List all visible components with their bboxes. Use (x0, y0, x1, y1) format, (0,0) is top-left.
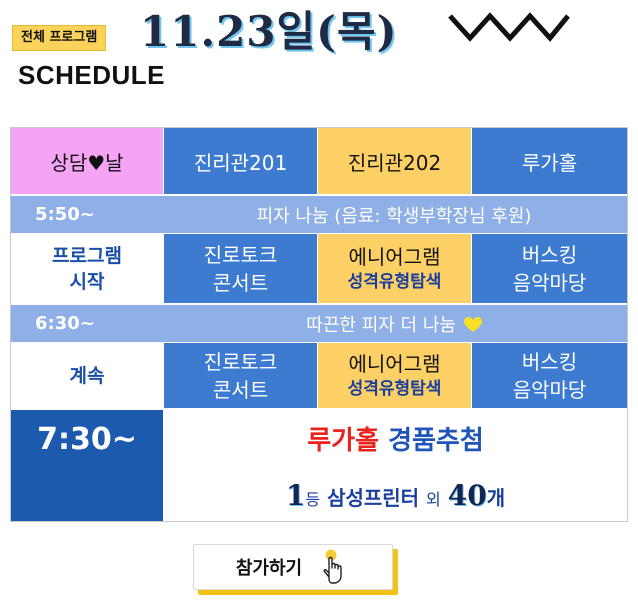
prize-time-cell: 7:30~ (11, 410, 164, 521)
time-band-row: 5:50~ 피자 나눔 (음료: 학생부학장님 후원) (11, 196, 627, 233)
time-band-row: 6:30~ 따끈한 피자 더 나눔 (11, 305, 627, 342)
prize-title: 루가홀 경품추첨 (307, 425, 484, 456)
event-date-title: 11.23일(목) (140, 7, 398, 56)
prize-info: 루가홀 경품추첨 1등 삼성프린터 외 40개 (164, 410, 627, 521)
yellow-heart-icon (463, 316, 482, 332)
column-header-lugahall: 루가홀 (472, 128, 627, 195)
column-header-room201: 진리관201 (164, 128, 318, 195)
program-badge: 전체 프로그램 (12, 25, 107, 51)
program-cell-busking: 버스킹 음악마당 (472, 343, 627, 409)
band-text: 피자 나눔 (음료: 학생부학장님 후원) (256, 205, 532, 227)
column-header-room202: 진리관202 (318, 128, 472, 195)
time-label: 5:50~ (35, 204, 95, 225)
schedule-heading: SCHEDULE (18, 60, 166, 90)
prize-detail: 1등 삼성프린터 외 40개 (285, 478, 506, 512)
table-header-row: 상담♥날 진리관201 진리관202 루가홀 (11, 128, 627, 195)
join-button-label: 참가하기 (235, 558, 303, 579)
program-row: 프로그램 시작 진로토크 콘서트 에니어그램 성격유형탐색 버스킹 음악마당 (11, 234, 627, 304)
program-cell-busking: 버스킹 음악마당 (472, 234, 627, 304)
program-cell-career-talk: 진로토크 콘서트 (164, 343, 318, 409)
pointing-hand-icon (323, 549, 342, 584)
row-label: 계속 (11, 343, 164, 409)
program-cell-enneagram: 에니어그램 성격유형탐색 (318, 234, 472, 304)
program-cell-enneagram: 에니어그램 성격유형탐색 (318, 343, 472, 409)
program-row: 계속 진로토크 콘서트 에니어그램 성격유형탐색 버스킹 음악마당 (11, 343, 627, 409)
schedule-table: 상담♥날 진리관201 진리관202 루가홀 5:50~ 피자 나눔 (음료: … (10, 127, 628, 522)
row-label: 프로그램 시작 (11, 234, 164, 304)
column-header-counseling: 상담♥날 (11, 128, 164, 195)
program-cell-career-talk: 진로토크 콘서트 (164, 234, 318, 304)
band-text: 따끈한 피자 더 나눔 (161, 311, 627, 337)
join-button[interactable]: 참가하기 (193, 544, 393, 590)
zigzag-decoration-icon (448, 12, 570, 42)
time-label: 6:30~ (35, 313, 95, 334)
prize-row: 7:30~ 루가홀 경품추첨 1등 삼성프린터 외 40개 (11, 410, 627, 521)
